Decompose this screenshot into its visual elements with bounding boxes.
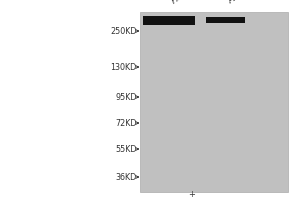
Text: A549: A549 [226, 0, 251, 6]
Text: 95KD: 95KD [115, 92, 136, 102]
Text: 72KD: 72KD [115, 118, 136, 128]
Text: 130KD: 130KD [110, 62, 136, 72]
Text: 250KD: 250KD [110, 26, 136, 36]
Text: 36KD: 36KD [115, 172, 136, 182]
Text: 55KD: 55KD [115, 144, 136, 154]
Bar [206, 17, 244, 23]
Text: Hela: Hela [169, 0, 191, 6]
Bar [140, 12, 288, 192]
Bar [142, 16, 195, 25]
Text: +: + [189, 190, 195, 199]
